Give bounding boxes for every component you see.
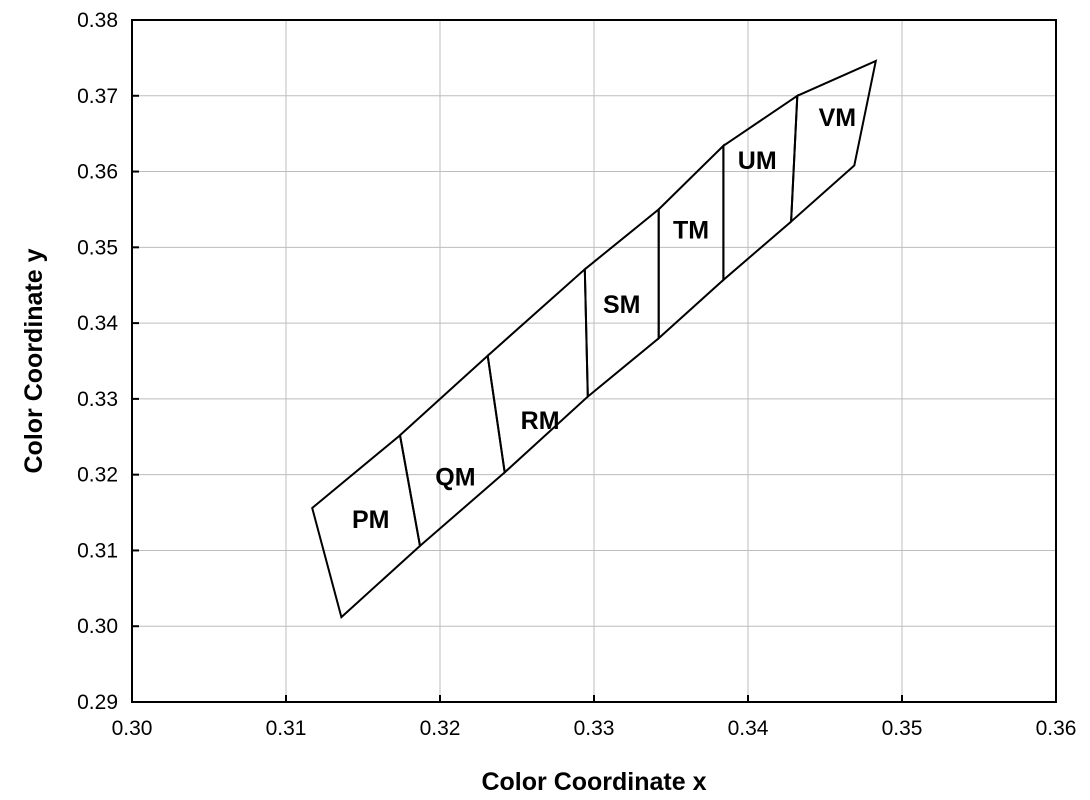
y-tick-label: 0.35 — [77, 236, 118, 259]
bin-rm-polygon — [486, 267, 589, 475]
y-tick-label: 0.29 — [77, 691, 118, 714]
bin-vm-label: VM — [819, 104, 857, 132]
x-tick-label: 0.33 — [574, 717, 615, 740]
y-tick-label: 0.32 — [77, 464, 118, 487]
bin-tm-label: TM — [673, 217, 709, 245]
x-tick-label: 0.31 — [266, 717, 307, 740]
bin-sm-label: SM — [603, 291, 641, 319]
gridlines — [132, 20, 1056, 702]
y-tick-label: 0.31 — [77, 539, 118, 562]
x-tick-label: 0.36 — [1036, 717, 1077, 740]
x-tick-labels: 0.30 0.31 0.32 0.33 0.34 0.35 0.36 — [112, 717, 1077, 740]
y-tick-labels: 0.29 0.30 0.31 0.32 0.33 0.34 0.35 0.36 0.37 0.38 — [77, 9, 118, 714]
y-tick-label: 0.30 — [77, 615, 118, 638]
bin-um-polygon — [722, 93, 799, 283]
axis-ticks — [131, 19, 1057, 703]
y-tick-label: 0.37 — [77, 85, 118, 108]
bin-rm-label: RM — [521, 407, 560, 435]
x-tick-label: 0.35 — [882, 717, 923, 740]
bin-um-label: UM — [738, 147, 777, 175]
bin-qm-label: QM — [435, 464, 475, 492]
x-tick-label: 0.30 — [112, 717, 153, 740]
x-tick-label: 0.34 — [728, 717, 769, 740]
bin-vm-polygon — [789, 59, 878, 224]
y-tick-label: 0.36 — [77, 161, 118, 184]
x-axis-title: Color Coordinate x — [481, 768, 706, 796]
y-tick-label: 0.34 — [77, 312, 118, 335]
y-tick-label: 0.38 — [77, 9, 118, 32]
bin-polygons — [311, 59, 878, 619]
y-tick-label: 0.33 — [77, 388, 118, 411]
y-axis-title: Color Coordinate y — [20, 248, 48, 473]
bin-pm-label: PM — [352, 506, 390, 534]
bin-labels: PM QM RM SM TM UM VM — [352, 104, 856, 534]
bin-qm-polygon — [398, 353, 506, 548]
x-tick-label: 0.32 — [420, 717, 461, 740]
